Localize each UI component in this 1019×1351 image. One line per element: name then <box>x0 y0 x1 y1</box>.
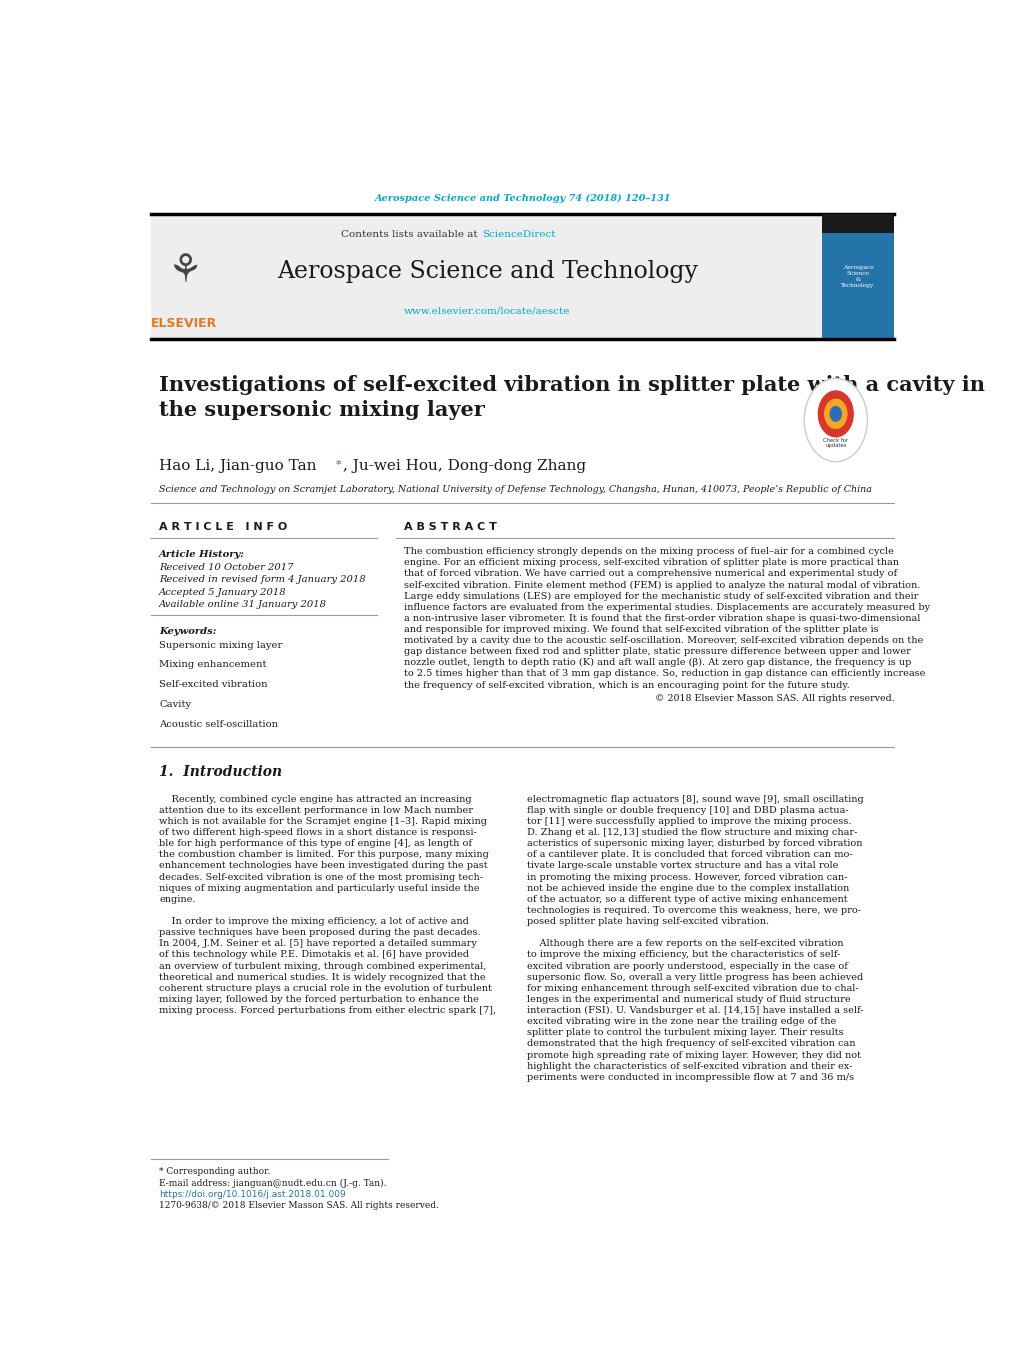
Text: motivated by a cavity due to the acoustic self-oscillation. Moreover, self-excit: motivated by a cavity due to the acousti… <box>404 636 922 644</box>
Text: of two different high-speed flows in a short distance is responsi-: of two different high-speed flows in a s… <box>159 828 477 838</box>
Text: excited vibration are poorly understood, especially in the case of: excited vibration are poorly understood,… <box>526 962 847 970</box>
Text: of the actuator, so a different type of active mixing enhancement: of the actuator, so a different type of … <box>526 894 847 904</box>
Text: Investigations of self-excited vibration in splitter plate with a cavity in
the : Investigations of self-excited vibration… <box>159 376 984 420</box>
Text: electromagnetic flap actuators [8], sound wave [9], small oscillating: electromagnetic flap actuators [8], soun… <box>526 794 863 804</box>
Text: an overview of turbulent mixing, through combined experimental,: an overview of turbulent mixing, through… <box>159 962 486 970</box>
Text: decades. Self-excited vibration is one of the most promising tech-: decades. Self-excited vibration is one o… <box>159 873 483 881</box>
Text: of this technology while P.E. Dimotakis et al. [6] have provided: of this technology while P.E. Dimotakis … <box>159 951 469 959</box>
Text: ⁎: ⁎ <box>336 457 341 466</box>
Text: niques of mixing augmentation and particularly useful inside the: niques of mixing augmentation and partic… <box>159 884 479 893</box>
FancyBboxPatch shape <box>151 216 820 339</box>
Text: ScienceDirect: ScienceDirect <box>481 231 554 239</box>
Text: of a cantilever plate. It is concluded that forced vibration can mo-: of a cantilever plate. It is concluded t… <box>526 850 852 859</box>
Text: acteristics of supersonic mixing layer, disturbed by forced vibration: acteristics of supersonic mixing layer, … <box>526 839 861 848</box>
Text: highlight the characteristics of self-excited vibration and their ex-: highlight the characteristics of self-ex… <box>526 1062 851 1071</box>
Text: the combustion chamber is limited. For this purpose, many mixing: the combustion chamber is limited. For t… <box>159 850 488 859</box>
Text: coherent structure plays a crucial role in the evolution of turbulent: coherent structure plays a crucial role … <box>159 984 491 993</box>
Circle shape <box>817 390 852 436</box>
Text: and responsible for improved mixing. We found that self-excited vibration of the: and responsible for improved mixing. We … <box>404 626 878 634</box>
Text: Mixing enhancement: Mixing enhancement <box>159 661 266 669</box>
Text: ELSEVIER: ELSEVIER <box>151 317 217 330</box>
Text: Aerospace Science and Technology 74 (2018) 120–131: Aerospace Science and Technology 74 (201… <box>374 195 671 203</box>
Text: Supersonic mixing layer: Supersonic mixing layer <box>159 640 282 650</box>
Text: tivate large-scale unstable vortex structure and has a vital role: tivate large-scale unstable vortex struc… <box>526 862 838 870</box>
Text: Keywords:: Keywords: <box>159 627 216 636</box>
Text: Received 10 October 2017: Received 10 October 2017 <box>159 562 293 571</box>
Text: Recently, combined cycle engine has attracted an increasing: Recently, combined cycle engine has attr… <box>159 794 471 804</box>
Text: Aerospace Science and Technology: Aerospace Science and Technology <box>276 259 697 282</box>
Text: technologies is required. To overcome this weakness, here, we pro-: technologies is required. To overcome th… <box>526 907 860 915</box>
Text: not be achieved inside the engine due to the complex installation: not be achieved inside the engine due to… <box>526 884 848 893</box>
Text: to 2.5 times higher than that of 3 mm gap distance. So, reduction in gap distanc: to 2.5 times higher than that of 3 mm ga… <box>404 670 924 678</box>
Text: in promoting the mixing process. However, forced vibration can-: in promoting the mixing process. However… <box>526 873 846 881</box>
Text: © 2018 Elsevier Masson SAS. All rights reserved.: © 2018 Elsevier Masson SAS. All rights r… <box>654 694 894 703</box>
Text: interaction (FSI). U. Vandsburger et al. [14,15] have installed a self-: interaction (FSI). U. Vandsburger et al.… <box>526 1006 862 1015</box>
Text: Self-excited vibration: Self-excited vibration <box>159 680 267 689</box>
Text: 1270-9638/© 2018 Elsevier Masson SAS. All rights reserved.: 1270-9638/© 2018 Elsevier Masson SAS. Al… <box>159 1201 438 1210</box>
Text: Accepted 5 January 2018: Accepted 5 January 2018 <box>159 588 286 597</box>
Text: periments were conducted in incompressible flow at 7 and 36 m/s: periments were conducted in incompressib… <box>526 1073 853 1082</box>
Text: * Corresponding author.: * Corresponding author. <box>159 1167 270 1175</box>
FancyBboxPatch shape <box>820 213 894 232</box>
Text: supersonic flow. So, overall a very little progress has been achieved: supersonic flow. So, overall a very litt… <box>526 973 862 982</box>
Text: splitter plate to control the turbulent mixing layer. Their results: splitter plate to control the turbulent … <box>526 1028 843 1038</box>
Text: lenges in the experimental and numerical study of fluid structure: lenges in the experimental and numerical… <box>526 994 850 1004</box>
Text: which is not available for the Scramjet engine [1–3]. Rapid mixing: which is not available for the Scramjet … <box>159 817 487 825</box>
Text: , Ju-wei Hou, Dong-dong Zhang: , Ju-wei Hou, Dong-dong Zhang <box>342 458 585 473</box>
Circle shape <box>829 407 841 422</box>
Text: gap distance between fixed rod and splitter plate, static pressure difference be: gap distance between fixed rod and split… <box>404 647 910 657</box>
Text: engine. For an efficient mixing process, self-excited vibration of splitter plat: engine. For an efficient mixing process,… <box>404 558 899 567</box>
Text: enhancement technologies have been investigated during the past: enhancement technologies have been inves… <box>159 862 487 870</box>
Text: E-mail address: jianguan@nudt.edu.cn (J.-g. Tan).: E-mail address: jianguan@nudt.edu.cn (J.… <box>159 1178 386 1188</box>
Text: engine.: engine. <box>159 894 196 904</box>
Text: Contents lists available at: Contents lists available at <box>340 231 480 239</box>
Text: promote high spreading rate of mixing layer. However, they did not: promote high spreading rate of mixing la… <box>526 1051 860 1059</box>
Text: ⚘: ⚘ <box>167 253 202 290</box>
Text: Science and Technology on Scramjet Laboratory, National University of Defense Te: Science and Technology on Scramjet Labor… <box>159 485 871 493</box>
Text: influence factors are evaluated from the experimental studies. Displacements are: influence factors are evaluated from the… <box>404 603 929 612</box>
Text: Large eddy simulations (LES) are employed for the mechanistic study of self-exci: Large eddy simulations (LES) are employe… <box>404 592 918 601</box>
Text: www.elsevier.com/locate/aescte: www.elsevier.com/locate/aescte <box>404 307 570 315</box>
Text: Check for
updates: Check for updates <box>822 438 848 449</box>
Text: a non-intrusive laser vibrometer. It is found that the first-order vibration sha: a non-intrusive laser vibrometer. It is … <box>404 613 920 623</box>
Text: Received in revised form 4 January 2018: Received in revised form 4 January 2018 <box>159 576 366 584</box>
Text: Available online 31 January 2018: Available online 31 January 2018 <box>159 600 327 609</box>
Text: D. Zhang et al. [12,13] studied the flow structure and mixing char-: D. Zhang et al. [12,13] studied the flow… <box>526 828 856 838</box>
Text: A R T I C L E   I N F O: A R T I C L E I N F O <box>159 521 287 532</box>
Text: mixing process. Forced perturbations from either electric spark [7],: mixing process. Forced perturbations fro… <box>159 1006 496 1015</box>
Text: the frequency of self-excited vibration, which is an encouraging point for the f: the frequency of self-excited vibration,… <box>404 681 849 689</box>
Text: flap with single or double frequency [10] and DBD plasma actua-: flap with single or double frequency [10… <box>526 805 848 815</box>
Text: A B S T R A C T: A B S T R A C T <box>404 521 496 532</box>
Text: mixing layer, followed by the forced perturbation to enhance the: mixing layer, followed by the forced per… <box>159 994 479 1004</box>
Text: In 2004, J.M. Seiner et al. [5] have reported a detailed summary: In 2004, J.M. Seiner et al. [5] have rep… <box>159 939 477 948</box>
Text: Hao Li, Jian-guo Tan: Hao Li, Jian-guo Tan <box>159 458 316 473</box>
Text: for mixing enhancement through self-excited vibration due to chal-: for mixing enhancement through self-exci… <box>526 984 857 993</box>
Circle shape <box>824 400 846 428</box>
Text: attention due to its excellent performance in low Mach number: attention due to its excellent performan… <box>159 805 473 815</box>
Text: Although there are a few reports on the self-excited vibration: Although there are a few reports on the … <box>526 939 843 948</box>
Text: Acoustic self-oscillation: Acoustic self-oscillation <box>159 720 278 728</box>
Text: passive techniques have been proposed during the past decades.: passive techniques have been proposed du… <box>159 928 480 938</box>
Circle shape <box>803 378 866 462</box>
FancyBboxPatch shape <box>820 216 894 339</box>
Text: demonstrated that the high frequency of self-excited vibration can: demonstrated that the high frequency of … <box>526 1039 854 1048</box>
Text: ble for high performance of this type of engine [4], as length of: ble for high performance of this type of… <box>159 839 472 848</box>
Text: Cavity: Cavity <box>159 700 191 709</box>
Text: to improve the mixing efficiency, but the characteristics of self-: to improve the mixing efficiency, but th… <box>526 951 839 959</box>
Text: posed splitter plate having self-excited vibration.: posed splitter plate having self-excited… <box>526 917 768 925</box>
Text: self-excited vibration. Finite element method (FEM) is applied to analyze the na: self-excited vibration. Finite element m… <box>404 581 920 589</box>
Text: 1.  Introduction: 1. Introduction <box>159 766 282 780</box>
Text: tor [11] were successfully applied to improve the mixing process.: tor [11] were successfully applied to im… <box>526 817 851 825</box>
Text: nozzle outlet, length to depth ratio (K) and aft wall angle (β). At zero gap dis: nozzle outlet, length to depth ratio (K)… <box>404 658 911 667</box>
Text: The combustion efficiency strongly depends on the mixing process of fuel–air for: The combustion efficiency strongly depen… <box>404 547 894 557</box>
Text: excited vibrating wire in the zone near the trailing edge of the: excited vibrating wire in the zone near … <box>526 1017 836 1027</box>
Text: that of forced vibration. We have carried out a comprehensive numerical and expe: that of forced vibration. We have carrie… <box>404 569 897 578</box>
Text: Article History:: Article History: <box>159 550 245 559</box>
Text: theoretical and numerical studies. It is widely recognized that the: theoretical and numerical studies. It is… <box>159 973 485 982</box>
Text: https://doi.org/10.1016/j.ast.2018.01.009: https://doi.org/10.1016/j.ast.2018.01.00… <box>159 1190 345 1198</box>
Text: Aerospace
Science
&
Technology: Aerospace Science & Technology <box>841 265 873 288</box>
Text: In order to improve the mixing efficiency, a lot of active and: In order to improve the mixing efficienc… <box>159 917 469 925</box>
